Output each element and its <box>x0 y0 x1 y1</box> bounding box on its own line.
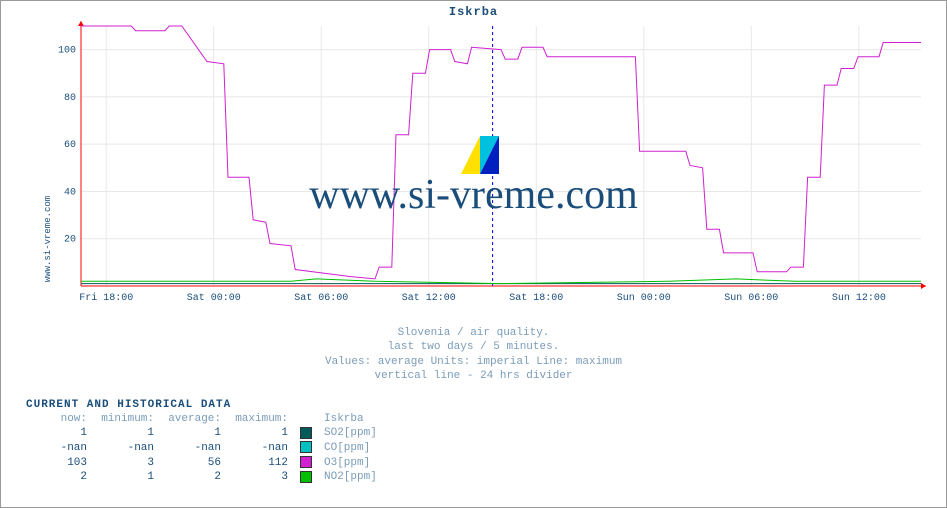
table-cell: 56 <box>160 456 227 471</box>
table-col-header: average: <box>160 413 227 427</box>
table-cell: -nan <box>227 441 294 456</box>
svg-text:Sun 06:00: Sun 06:00 <box>724 293 778 304</box>
svg-text:100: 100 <box>58 46 76 57</box>
series-swatch <box>294 471 318 486</box>
table-row: 1111SO2[ppm] <box>26 427 383 442</box>
data-section-header: CURRENT AND HISTORICAL DATA <box>26 399 383 411</box>
data-table: now:minimum:average:maximum:Iskrba1111SO… <box>26 413 383 485</box>
series-swatch <box>294 456 318 471</box>
series-label: SO2[ppm] <box>318 427 383 442</box>
table-row: 103356112 O3[ppm] <box>26 456 383 471</box>
svg-text:Fri 18:00: Fri 18:00 <box>79 292 133 304</box>
table-cell: 3 <box>227 471 294 486</box>
series-label: O3[ppm] <box>318 456 383 471</box>
table-col-header: maximum: <box>227 413 294 427</box>
chart-plot-area: 20 40 60 80 100 Fri 18:00 Sat 00:00 Sat 06:00 Sa… <box>51 21 931 311</box>
table-row: -nan-nan-nan-nanCO[ppm] <box>26 441 383 456</box>
subtitle-line: Values: average Units: imperial Line: ma… <box>1 355 946 369</box>
table-cell: 1 <box>93 427 160 442</box>
table-col-header: minimum: <box>93 413 160 427</box>
table-cell: 1 <box>160 427 227 442</box>
svg-text:Sat 00:00: Sat 00:00 <box>187 293 241 304</box>
chart-container: Iskrba www.si-vreme.com 20406080100Fri 1… <box>0 0 947 508</box>
series-label: NO2[ppm] <box>318 471 383 486</box>
table-cell: -nan <box>93 441 160 456</box>
svg-text:Sat 18:00: Sat 18:00 <box>509 293 563 304</box>
table-station-header: Iskrba <box>318 413 383 427</box>
svg-text:40: 40 <box>64 187 76 198</box>
table-cell: 1 <box>93 471 160 486</box>
svg-text:80: 80 <box>64 93 76 104</box>
table-cell: -nan <box>160 441 227 456</box>
table-cell: 2 <box>26 471 93 486</box>
svg-text:Sun 00:00: Sun 00:00 <box>617 293 671 304</box>
subtitle-line: vertical line - 24 hrs divider <box>1 369 946 383</box>
chart-subtitle: Slovenia / air quality. last two days / … <box>1 326 946 383</box>
svg-text:20: 20 <box>64 235 76 246</box>
table-cell: 103 <box>26 456 93 471</box>
series-swatch <box>294 441 318 456</box>
subtitle-line: last two days / 5 minutes. <box>1 340 946 354</box>
svg-text:Sat 06:00: Sat 06:00 <box>294 293 348 304</box>
table-cell: 3 <box>93 456 160 471</box>
subtitle-line: Slovenia / air quality. <box>1 326 946 340</box>
table-cell: 1 <box>227 427 294 442</box>
series-swatch <box>294 427 318 442</box>
svg-text:60: 60 <box>64 140 76 151</box>
table-cell: 2 <box>160 471 227 486</box>
table-cell: -nan <box>26 441 93 456</box>
data-section: CURRENT AND HISTORICAL DATA now:minimum:… <box>26 399 383 485</box>
table-cell: 112 <box>227 456 294 471</box>
table-col-header: now: <box>26 413 93 427</box>
svg-text:Sun 12:00: Sun 12:00 <box>832 293 886 304</box>
table-row: 2123NO2[ppm] <box>26 471 383 486</box>
chart-title: Iskrba <box>1 1 946 19</box>
svg-text:Sat 12:00: Sat 12:00 <box>402 293 456 304</box>
series-label: CO[ppm] <box>318 441 383 456</box>
table-cell: 1 <box>26 427 93 442</box>
